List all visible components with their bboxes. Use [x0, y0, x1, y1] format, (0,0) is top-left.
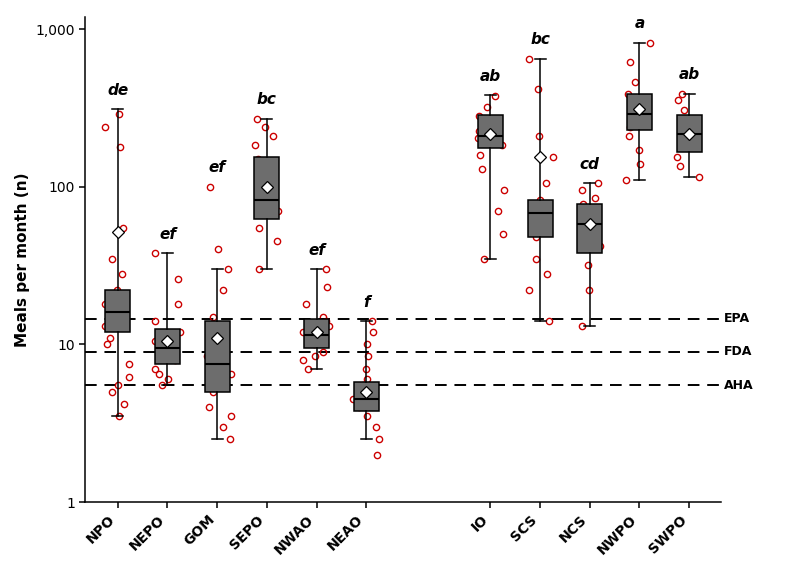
Y-axis label: Meals per month (n): Meals per month (n): [15, 172, 30, 347]
Bar: [478, 115, 503, 149]
Bar: [254, 157, 279, 220]
Text: ab: ab: [679, 67, 700, 82]
Bar: [677, 115, 701, 153]
Bar: [527, 200, 553, 237]
Text: ef: ef: [159, 227, 176, 241]
Bar: [304, 319, 329, 348]
Text: FDA: FDA: [724, 345, 752, 358]
Bar: [155, 329, 180, 364]
Text: a: a: [634, 17, 645, 31]
Text: bc: bc: [257, 93, 277, 108]
Text: bc: bc: [530, 32, 550, 47]
Text: EPA: EPA: [724, 312, 750, 325]
Text: AHA: AHA: [724, 379, 754, 392]
Text: de: de: [107, 83, 129, 98]
Text: ef: ef: [308, 243, 325, 258]
Bar: [627, 94, 652, 130]
Bar: [105, 291, 130, 332]
Bar: [578, 204, 602, 253]
Text: ab: ab: [480, 69, 501, 84]
Bar: [354, 382, 379, 411]
Text: cd: cd: [580, 157, 599, 172]
Text: ef: ef: [209, 160, 226, 176]
Bar: [205, 321, 230, 392]
Text: f: f: [363, 295, 370, 310]
